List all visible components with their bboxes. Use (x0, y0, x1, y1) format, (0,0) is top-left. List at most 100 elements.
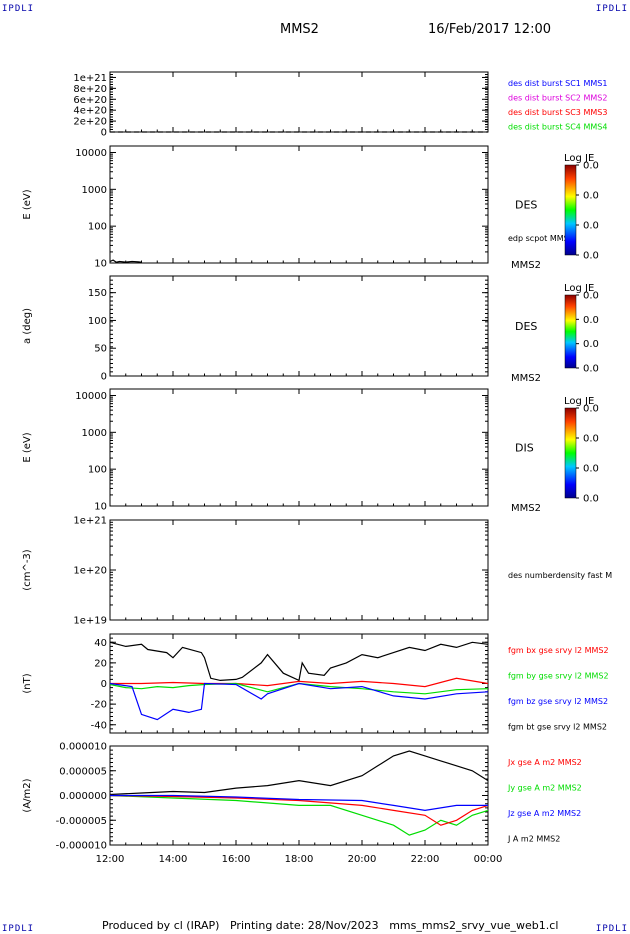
footer-filename: mms_mms2_srvy_vue_web1.cl (389, 919, 559, 932)
current-density-series-line (109, 794, 489, 826)
time-tick-label: 16:00 (222, 854, 251, 865)
fgm-b-legend-entry: fgm bx gse srvy l2 MMS2 (508, 646, 609, 655)
dis-energy-ytick-label: 100 (88, 465, 107, 476)
current-density-legend-entry: Jx gse A m2 MMS2 (507, 758, 582, 767)
des-density-ytick-label: 1e+20 (73, 566, 107, 577)
des-energy-series-line (109, 259, 142, 263)
des-pitch-ylabel: a (deg) (22, 308, 33, 344)
des-dist-burst-legend-entry: des dist burst SC2 MMS2 (508, 94, 607, 103)
dis-energy-colorbar-tick-label: 0.0 (583, 434, 599, 445)
des-pitch-side-label: DES (515, 320, 537, 333)
current-density-series-line (109, 750, 489, 796)
des-pitch-ytick-label: 50 (94, 344, 107, 355)
footer-line: Produced by cl (IRAP) Printing date: 28/… (102, 919, 558, 932)
current-density-legend-entry: Jz gse A m2 MMS2 (507, 809, 581, 818)
des-dist-burst-legend-entry: des dist burst SC3 MMS3 (508, 108, 607, 117)
fgm-b-series-line (110, 677, 489, 688)
des-dist-burst-ytick-label: 1e+21 (73, 73, 107, 84)
footer-corner-left: IPDLI (2, 924, 35, 934)
des-dist-burst-legend-entry: des dist burst SC1 MMS1 (508, 79, 607, 88)
dis-energy-colorbar-title: Log JE (564, 396, 594, 407)
fgm-b-ylabel: (nT) (22, 673, 33, 693)
des-dist-burst-ytick-label: 0 (101, 128, 107, 139)
des-energy-sc-label: MMS2 (511, 260, 541, 271)
fgm-b-ytick-label: -20 (91, 700, 107, 711)
fgm-b-ytick-label: -40 (91, 720, 107, 731)
des-energy-colorbar-tick-label: 0.0 (583, 191, 599, 202)
fgm-b-series-line (109, 641, 489, 682)
des-energy-ytick-label: 1000 (82, 185, 107, 196)
dis-energy-frame (109, 388, 489, 507)
fgm-b-ytick-label: 0 (101, 679, 107, 690)
des-pitch-colorbar-tick-label: 0.0 (583, 364, 599, 375)
des-energy-side-label: DES (515, 199, 537, 212)
dis-energy-colorbar-tick-label: 0.0 (583, 464, 599, 475)
current-density-ytick-label: 0.000005 (59, 766, 107, 777)
time-tick-label: 12:00 (96, 854, 125, 865)
fgm-b-series-line (109, 682, 489, 721)
des-energy-ytick-label: 10000 (75, 148, 107, 159)
dis-energy-ylabel: E (eV) (22, 432, 33, 462)
des-dist-burst-ytick-label: 6e+20 (73, 95, 107, 106)
des-energy-overlay-label: edp scpot MMS2 (508, 234, 574, 243)
des-dist-burst-ytick-label: 4e+20 (73, 106, 107, 117)
des-pitch-frame (109, 275, 489, 377)
time-tick-label: 18:00 (285, 854, 314, 865)
fgm-b-legend-entry: fgm bz gse srvy l2 MMS2 (508, 697, 608, 706)
des-pitch-colorbar-tick-label: 0.0 (583, 315, 599, 326)
current-density-legend-entry: Jy gse A m2 MMS2 (507, 784, 582, 793)
footer-produced-by: Produced by cl (IRAP) (102, 919, 220, 932)
spacecraft-title: MMS2 (280, 22, 319, 37)
current-density-ylabel: (A/m2) (22, 778, 33, 812)
time-tick-label: 00:00 (474, 854, 503, 865)
des-energy-colorbar (564, 164, 577, 256)
current-density-legend-entry: J A m2 MMS2 (507, 835, 560, 844)
des-pitch-ytick-label: 150 (88, 288, 107, 299)
des-dist-burst-ytick-label: 8e+20 (73, 84, 107, 95)
date-title: 16/Feb/2017 12:00 (428, 22, 551, 37)
dis-energy-colorbar-tick-label: 0.0 (583, 404, 599, 415)
des-energy-colorbar-tick-label: 0.0 (583, 161, 599, 172)
current-density-series-line (110, 794, 488, 812)
des-energy-colorbar-tick-label: 0.0 (583, 221, 599, 232)
des-pitch-ytick-label: 0 (101, 372, 107, 383)
des-energy-colorbar-tick-label: 0.0 (583, 251, 599, 262)
fgm-b-legend-entry: fgm bt gse srvy l2 MMS2 (508, 723, 607, 732)
dis-energy-colorbar-tick-label: 0.0 (583, 494, 599, 505)
fgm-b-ytick-label: 40 (94, 638, 107, 649)
dis-energy-ytick-label: 10000 (75, 391, 107, 402)
des-density-ytick-label: 1e+19 (73, 616, 107, 627)
des-pitch-colorbar-tick-label: 0.0 (583, 339, 599, 350)
dis-energy-ytick-label: 1000 (82, 428, 107, 439)
current-density-ytick-label: -0.000005 (56, 816, 107, 827)
des-pitch-colorbar-title: Log JE (564, 283, 594, 294)
fgm-b-ytick-label: 20 (94, 658, 107, 669)
des-dist-burst-legend-entry: des dist burst SC4 MMS4 (508, 123, 607, 132)
des-energy-ylabel: E (eV) (22, 189, 33, 219)
time-tick-label: 22:00 (411, 854, 440, 865)
des-pitch-ytick-label: 100 (88, 316, 107, 327)
des-density-frame (109, 519, 489, 621)
time-tick-label: 14:00 (159, 854, 188, 865)
fgm-b-series-line (109, 682, 489, 695)
current-density-ytick-label: 0.000000 (59, 791, 107, 802)
des-density-legend-entry: des numberdensity fast M (508, 571, 612, 580)
dis-energy-sc-label: MMS2 (511, 503, 541, 514)
des-energy-colorbar-title: Log JE (564, 153, 594, 164)
dis-energy-ytick-label: 10 (94, 502, 107, 513)
des-energy-ytick-label: 10 (94, 259, 107, 270)
des-pitch-colorbar (564, 294, 577, 369)
current-density-ytick-label: 0.000010 (59, 742, 107, 753)
header-corner-right: IPDLI (595, 4, 628, 14)
des-energy-frame (109, 145, 489, 264)
des-pitch-sc-label: MMS2 (511, 373, 541, 384)
header-corner-left: IPDLI (2, 4, 35, 14)
des-dist-burst-frame (109, 71, 489, 133)
time-tick-label: 20:00 (348, 854, 377, 865)
current-density-ytick-label: -0.000010 (56, 841, 107, 852)
footer-corner-right: IPDLI (595, 924, 628, 934)
current-density-series-line (109, 794, 489, 836)
dis-energy-side-label: DIS (515, 442, 534, 455)
dis-energy-colorbar (564, 407, 577, 499)
